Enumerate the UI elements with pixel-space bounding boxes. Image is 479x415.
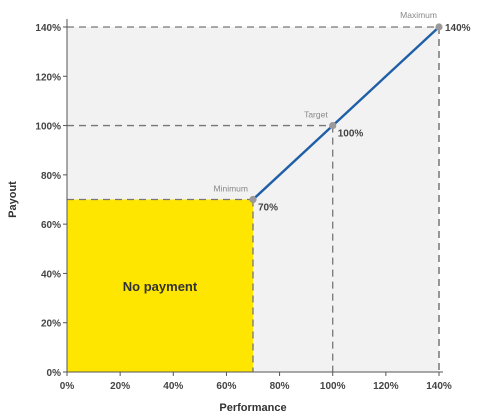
annotation-value: 140% [445,23,471,34]
data-point-marker [329,121,337,130]
annotation-value: 70% [258,203,278,214]
no-payment-region [67,199,253,372]
annotation-value: 100% [338,129,364,140]
annotation-label: Target [304,110,328,120]
x-tick-label: 120% [373,381,399,392]
y-tick-label: 80% [41,171,61,182]
x-tick-label: 60% [216,381,236,392]
axes [66,19,443,373]
guide-lines [67,26,440,372]
y-axis-title: Payout [7,181,19,218]
y-axis-ticks: 0% 20% 40% 60% 80% 100% 120% 140% [35,23,67,379]
annotations: Minimum 70% Target 100% Maximum 140% [214,10,471,214]
x-tick-label: 20% [110,381,130,392]
data-point-marker [435,23,443,31]
y-tick-label: 140% [35,23,61,34]
no-payment-label: No payment [123,279,198,294]
x-tick-label: 40% [163,381,183,392]
y-tick-label: 20% [41,319,61,330]
data-point-marker [249,195,257,204]
x-tick-label: 80% [270,381,290,392]
y-tick-label: 120% [35,72,61,83]
x-tick-label: 0% [60,381,75,392]
x-axis-ticks: 0% 20% 40% 60% 80% 100% 120% 140% [60,372,452,392]
y-tick-label: 40% [41,269,61,280]
annotation-label: Minimum [214,184,248,194]
annotation-label: Maximum [400,10,437,20]
x-tick-label: 100% [320,381,346,392]
x-axis-title: Performance [219,402,286,414]
y-tick-label: 0% [47,368,62,379]
y-tick-label: 100% [35,122,61,133]
x-tick-label: 140% [426,381,452,392]
y-tick-label: 60% [41,220,61,231]
